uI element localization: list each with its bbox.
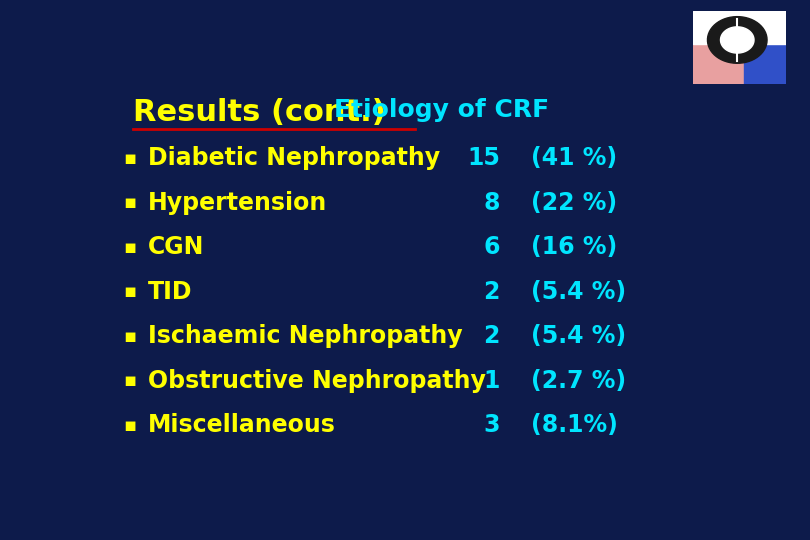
Text: Hypertension: Hypertension — [148, 191, 327, 215]
Text: TID: TID — [148, 280, 193, 304]
Text: (41 %): (41 %) — [531, 146, 617, 170]
Text: 3: 3 — [484, 413, 500, 437]
Text: ▪: ▪ — [123, 372, 136, 390]
Text: 6: 6 — [484, 235, 500, 259]
Text: 1: 1 — [484, 369, 500, 393]
Text: ▪: ▪ — [123, 416, 136, 435]
Text: (5.4 %): (5.4 %) — [531, 280, 626, 304]
Text: (8.1%): (8.1%) — [531, 413, 618, 437]
Text: Ischaemic Nephropathy: Ischaemic Nephropathy — [148, 325, 463, 348]
Text: ▪: ▪ — [123, 327, 136, 346]
Polygon shape — [707, 17, 767, 63]
Polygon shape — [721, 27, 754, 53]
Bar — [744, 44, 786, 84]
Text: 8: 8 — [484, 191, 500, 215]
Text: ▪: ▪ — [123, 282, 136, 301]
Text: Obstructive Nephropathy: Obstructive Nephropathy — [148, 369, 486, 393]
Text: Miscellaneous: Miscellaneous — [148, 413, 336, 437]
Text: (16 %): (16 %) — [531, 235, 617, 259]
Text: Etiology of CRF: Etiology of CRF — [334, 98, 548, 122]
Text: 2: 2 — [484, 325, 500, 348]
Text: CGN: CGN — [148, 235, 205, 259]
Bar — [693, 44, 744, 84]
Text: ▪: ▪ — [123, 149, 136, 168]
Text: ▪: ▪ — [123, 193, 136, 212]
Text: (5.4 %): (5.4 %) — [531, 325, 626, 348]
Text: ▪: ▪ — [123, 238, 136, 257]
Text: 15: 15 — [467, 146, 500, 170]
Text: (2.7 %): (2.7 %) — [531, 369, 626, 393]
Bar — [693, 11, 786, 44]
Text: (22 %): (22 %) — [531, 191, 617, 215]
Text: Diabetic Nephropathy: Diabetic Nephropathy — [148, 146, 441, 170]
Text: Results (cont.): Results (cont.) — [133, 98, 386, 127]
Text: 2: 2 — [484, 280, 500, 304]
